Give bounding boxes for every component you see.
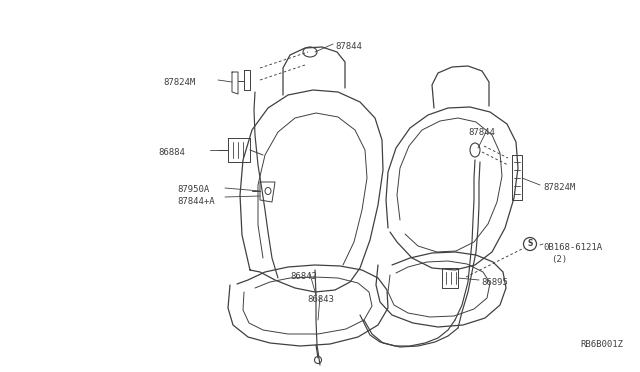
Text: (2): (2) — [551, 255, 567, 264]
Text: 86884: 86884 — [158, 148, 185, 157]
Text: 86895: 86895 — [481, 278, 508, 287]
Text: 86843: 86843 — [307, 295, 334, 304]
Text: 0B168-6121A: 0B168-6121A — [543, 243, 602, 252]
Text: 87824M: 87824M — [543, 183, 575, 192]
Text: 87844: 87844 — [335, 42, 362, 51]
Text: RB6B001Z: RB6B001Z — [580, 340, 623, 349]
Text: 87950A: 87950A — [177, 185, 209, 194]
Text: S: S — [527, 240, 532, 248]
Text: 87824M: 87824M — [163, 78, 195, 87]
Text: 87844+A: 87844+A — [177, 197, 214, 206]
Text: 86842: 86842 — [290, 272, 317, 281]
Text: 87844: 87844 — [468, 128, 495, 137]
